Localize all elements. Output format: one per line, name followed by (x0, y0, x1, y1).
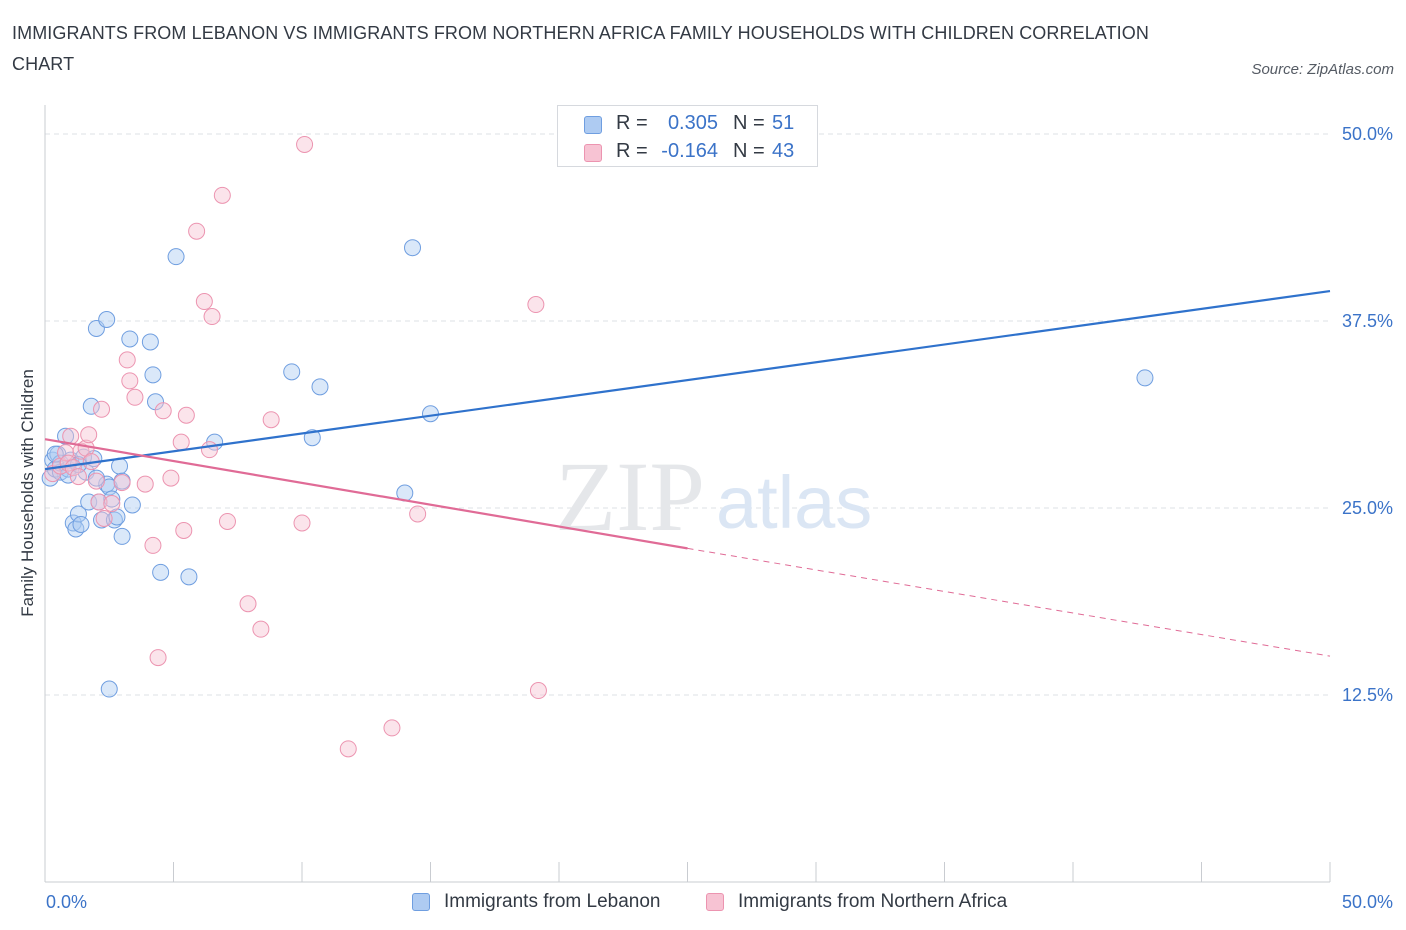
point-lebanon (121, 330, 139, 348)
point-northern-africa (93, 400, 111, 418)
y-axis-label: Family Households with Children (18, 369, 37, 617)
point-lebanon (311, 378, 329, 396)
point-lebanon (404, 239, 422, 257)
trend-line-northern-africa (687, 547, 1331, 657)
n-label: N = (733, 112, 765, 134)
legend-swatch-lebanon (584, 116, 602, 134)
trend-line-lebanon (44, 289, 1331, 471)
legend-row-northern-africa: R = -0.164 N = 43 (558, 138, 817, 166)
point-northern-africa (144, 536, 162, 554)
y-tick-label: 12.5% (1342, 685, 1393, 705)
point-lebanon (283, 363, 301, 381)
watermark-zip: ZIP (555, 441, 705, 552)
trend-lines (44, 289, 1331, 657)
point-lebanon (80, 493, 98, 511)
watermark: ZIP atlas (555, 441, 872, 552)
legend-swatch-lebanon (412, 893, 430, 911)
r-label: R = (616, 112, 648, 134)
point-northern-africa (409, 505, 427, 523)
r-value: 0.305 (667, 112, 718, 134)
point-northern-africa (188, 222, 206, 240)
point-northern-africa (200, 441, 218, 459)
grid-lines (45, 133, 1330, 696)
axes (44, 105, 1331, 883)
point-northern-africa (126, 388, 144, 406)
trend-line-northern-africa (44, 438, 688, 550)
point-northern-africa (121, 372, 139, 390)
point-lebanon (1136, 369, 1154, 387)
legend-row-lebanon: R = 0.305 N = 51 (558, 110, 817, 138)
point-northern-africa (203, 308, 221, 326)
point-northern-africa (262, 411, 280, 429)
point-northern-africa (527, 296, 545, 314)
point-northern-africa (162, 469, 180, 487)
point-northern-africa (213, 186, 231, 204)
n-value: 51 (772, 112, 795, 134)
point-northern-africa (90, 493, 108, 511)
point-lebanon (144, 366, 162, 384)
point-lebanon (141, 333, 159, 351)
point-lebanon (100, 680, 118, 698)
point-lebanon (422, 405, 439, 423)
point-northern-africa (239, 595, 257, 613)
n-value: 43 (772, 140, 795, 162)
legend-swatch-northern-africa (706, 893, 724, 911)
point-northern-africa (339, 740, 357, 758)
y-tick-label: 25.0% (1342, 498, 1393, 518)
n-label: N = (733, 140, 765, 162)
point-lebanon (167, 248, 185, 266)
point-lebanon (72, 515, 90, 533)
chart-title: IMMIGRANTS FROM LEBANON VS IMMIGRANTS FR… (12, 23, 1149, 74)
point-lebanon (103, 490, 121, 508)
point-lebanon (123, 496, 141, 514)
legend-swatch-northern-africa (584, 144, 602, 162)
point-lebanon (67, 520, 85, 538)
point-northern-africa (383, 719, 401, 737)
r-value: -0.164 (661, 140, 718, 162)
point-northern-africa (118, 351, 136, 369)
point-northern-africa (149, 649, 167, 667)
x-tick-label: 0.0% (46, 892, 87, 912)
point-lebanon (41, 469, 59, 487)
y-tick-label: 37.5% (1342, 311, 1393, 331)
watermark-atlas: atlas (716, 461, 872, 544)
x-tick-label: 50.0% (1342, 892, 1393, 912)
point-northern-africa (195, 293, 213, 311)
point-northern-africa (136, 475, 154, 493)
point-lebanon (113, 527, 131, 545)
legend-label-northern-africa: Immigrants from Northern Africa (738, 891, 1008, 912)
point-lebanon (98, 311, 116, 329)
point-lebanon (180, 568, 198, 586)
r-label: R = (616, 140, 648, 162)
point-northern-africa (69, 468, 87, 486)
point-northern-africa (175, 521, 193, 539)
point-northern-africa (72, 442, 90, 460)
point-northern-africa (113, 474, 131, 492)
point-northern-africa (177, 406, 195, 424)
series-legend: Immigrants from Lebanon Immigrants from … (0, 888, 1406, 918)
point-northern-africa (87, 472, 105, 490)
point-northern-africa (296, 135, 314, 153)
point-northern-africa (218, 512, 236, 530)
data-points (41, 135, 1154, 758)
point-northern-africa (172, 433, 190, 451)
point-northern-africa (529, 682, 547, 700)
point-northern-africa (293, 514, 311, 532)
stats-legend: R = 0.305 N = 51 R = -0.164 N = 43 (557, 105, 818, 167)
legend-label-lebanon: Immigrants from Lebanon (444, 891, 661, 912)
source-label: Source: ZipAtlas.com (1251, 61, 1394, 78)
point-lebanon (82, 397, 100, 415)
point-northern-africa (103, 495, 121, 513)
point-northern-africa (95, 509, 113, 527)
y-tick-label: 50.0% (1342, 124, 1393, 144)
point-northern-africa (154, 402, 172, 420)
point-northern-africa (252, 620, 270, 638)
point-lebanon (152, 563, 170, 581)
point-northern-africa (80, 426, 98, 444)
point-lebanon (69, 505, 87, 523)
tick-labels: 12.5% 25.0% 37.5% 50.0% 0.0% 50.0% (46, 124, 1393, 912)
